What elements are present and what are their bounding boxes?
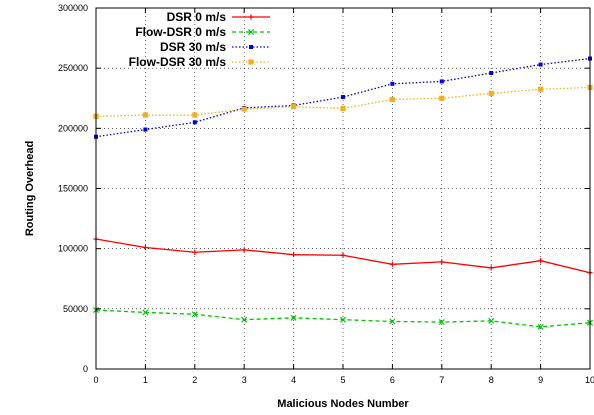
- legend-label: DSR 0 m/s: [167, 10, 227, 24]
- data-point: [241, 106, 247, 112]
- data-point: [489, 70, 494, 75]
- y-tick-label: 300000: [58, 3, 88, 13]
- legend-marker: [247, 28, 255, 36]
- data-point: [290, 314, 297, 321]
- x-tick-label: 5: [340, 375, 345, 385]
- data-point: [191, 311, 198, 318]
- data-point: [537, 323, 544, 330]
- data-point: [192, 249, 198, 255]
- data-point: [439, 259, 445, 265]
- data-point: [341, 95, 345, 100]
- legend-marker: [249, 45, 253, 49]
- x-axis-title: Malicious Nodes Number: [277, 398, 409, 410]
- x-tick-label: 0: [93, 375, 98, 385]
- y-tick-label: 150000: [58, 184, 88, 194]
- y-tick-label: 50000: [63, 304, 88, 314]
- series-line: [95, 86, 591, 117]
- data-point: [142, 244, 148, 251]
- data-point: [488, 317, 495, 324]
- data-point: [390, 81, 395, 86]
- data-point: [538, 258, 544, 264]
- data-point: [291, 104, 297, 110]
- data-point: [339, 316, 347, 323]
- x-tick-label: 2: [192, 375, 197, 385]
- grid-lines: [96, 8, 590, 369]
- series-layer: [92, 56, 594, 330]
- legend-entry-3: DSR 30 m/s: [160, 40, 270, 54]
- data-point: [439, 79, 444, 84]
- legend-label: DSR 30 m/s: [160, 40, 226, 54]
- legend-label: Flow-DSR 30 m/s: [129, 55, 227, 69]
- x-tick-label: 6: [390, 375, 395, 385]
- data-point: [488, 265, 494, 271]
- series-4: [93, 84, 593, 119]
- legend-marker: [248, 59, 254, 65]
- plot-frame: [95, 7, 591, 370]
- y-tick-label: 200000: [58, 123, 88, 133]
- x-tick-label: 1: [143, 375, 148, 385]
- data-point: [340, 252, 346, 258]
- legend-entry-4: Flow-DSR 30 m/s: [129, 55, 270, 69]
- x-tick-label: 7: [439, 375, 444, 385]
- axis-ticks: 0 50000 100000 150000 200000 250000 300000 0 1 2 3…: [58, 3, 594, 385]
- data-point: [340, 105, 346, 112]
- data-point: [389, 96, 395, 103]
- legend-label: Flow-DSR 0 m/s: [135, 25, 226, 39]
- data-point: [192, 112, 198, 118]
- data-point: [192, 120, 197, 125]
- y-axis-title: Routing Overhead: [24, 141, 36, 236]
- data-point: [241, 316, 248, 323]
- data-point: [241, 247, 247, 253]
- data-point: [291, 252, 297, 258]
- y-tick-label: 250000: [58, 63, 88, 73]
- data-point: [438, 319, 445, 326]
- legend-entry-2: Flow-DSR 0 m/s: [135, 25, 270, 39]
- x-tick-label: 4: [291, 375, 296, 385]
- data-point: [538, 62, 543, 67]
- data-point: [389, 318, 396, 325]
- data-point: [538, 86, 544, 92]
- data-point: [142, 309, 149, 316]
- x-tick-label: 3: [242, 375, 247, 385]
- legend-marker: [248, 14, 254, 20]
- legend-entry-1: DSR 0 m/s: [167, 10, 270, 24]
- data-point: [488, 90, 494, 97]
- x-tick-label: 10: [585, 375, 594, 385]
- x-tick-label: 9: [538, 375, 543, 385]
- series-1: [93, 236, 593, 276]
- data-point: [439, 95, 445, 101]
- data-point: [389, 261, 395, 267]
- data-point: [142, 112, 148, 118]
- y-tick-label: 0: [83, 364, 88, 374]
- data-point: [143, 127, 148, 132]
- x-tick-label: 8: [489, 375, 494, 385]
- y-tick-label: 100000: [58, 244, 88, 254]
- series-2: [92, 307, 594, 330]
